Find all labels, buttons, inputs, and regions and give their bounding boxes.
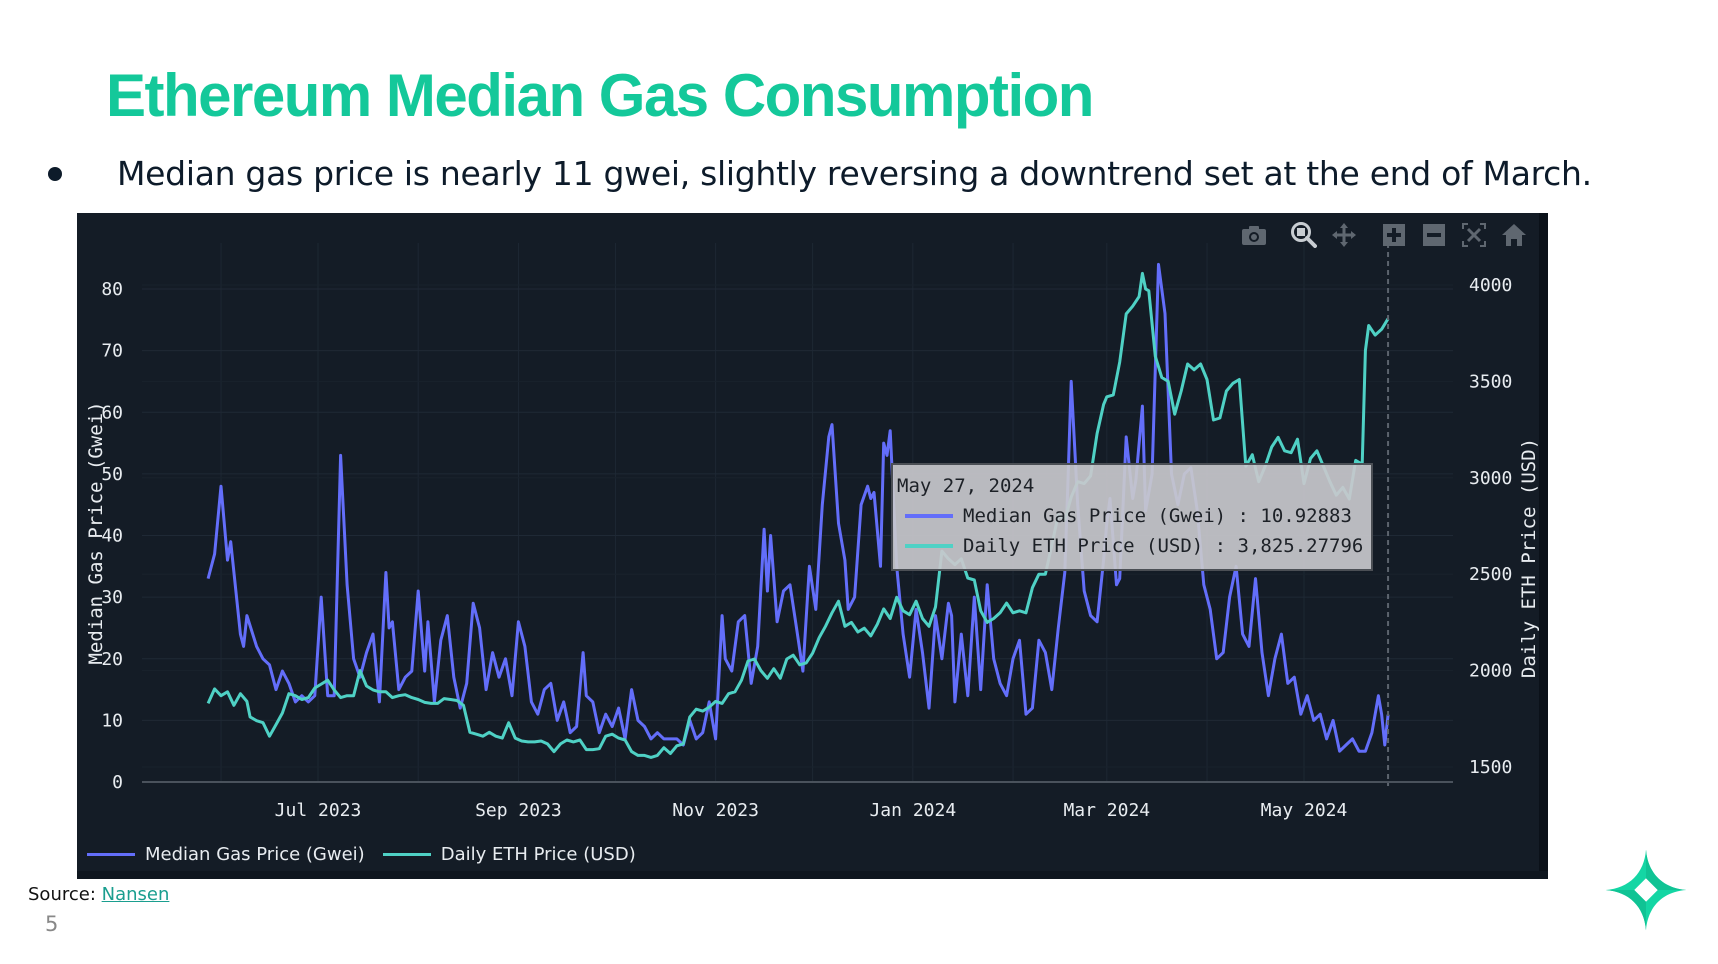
legend-eth-label: Daily ETH Price (USD) [440, 844, 636, 865]
y-right-tick-label: 2500 [1469, 564, 1512, 585]
x-tick-label: Sep 2023 [475, 800, 562, 821]
legend-gas-label: Median Gas Price (Gwei) [145, 844, 365, 865]
y-left-axis-title: Median Gas Price (Gwei) [85, 401, 107, 664]
y-left-tick-label: 30 [101, 587, 123, 608]
chart-panel: 0 10 20 30 40 50 60 70 80 1500 2000 2500 3000 3500 400… [77, 213, 1548, 879]
bullet-text: Median gas price is nearly 11 gwei, slig… [117, 154, 1592, 193]
y-right-tick-label: 2000 [1469, 661, 1512, 682]
source-citation: Source: Nansen [28, 884, 169, 905]
zoom-out-icon[interactable] [1414, 223, 1454, 247]
y-left-tick-label: 80 [101, 279, 123, 300]
bullet-dot-icon [48, 166, 62, 181]
panel-edge [1539, 213, 1548, 879]
brand-logo-icon [1605, 849, 1687, 931]
tooltip-gas-swatch [905, 514, 953, 518]
y-left-tick-label: 10 [101, 710, 123, 731]
y-left-tick-label: 0 [112, 772, 123, 793]
source-link[interactable]: Nansen [101, 884, 170, 905]
home-icon[interactable] [1494, 223, 1534, 247]
source-label: Source: [28, 884, 96, 905]
series-line-eth-price [206, 271, 1390, 759]
hover-tooltip: May 27, 2024 Median Gas Price (Gwei) : 1… [891, 463, 1374, 571]
panel-bottom-strip [77, 871, 1548, 879]
zoom-icon[interactable] [1284, 222, 1324, 248]
y-left-tick-label: 60 [101, 402, 123, 423]
legend-item-eth[interactable]: Daily ETH Price (USD) [382, 844, 636, 865]
x-tick-label: Jan 2024 [869, 800, 956, 821]
tooltip-eth-value: Daily ETH Price (USD) : 3,825.27796 [963, 535, 1364, 557]
x-tick-label: Mar 2024 [1063, 800, 1150, 821]
tooltip-row-eth: Daily ETH Price (USD) : 3,825.27796 [897, 531, 1363, 561]
y-left-tick-label: 50 [101, 464, 123, 485]
bullet-point: Median gas price is nearly 11 gwei, slig… [48, 154, 1592, 193]
tooltip-date: May 27, 2024 [897, 475, 1035, 497]
camera-icon[interactable] [1234, 223, 1274, 247]
legend-eth-swatch [382, 853, 431, 856]
page-number: 5 [45, 912, 59, 936]
x-tick-label: Jul 2023 [275, 800, 362, 821]
tooltip-gas-value: Median Gas Price (Gwei) : 10.92883 [963, 505, 1352, 527]
pan-icon[interactable] [1324, 223, 1364, 247]
chart-legend: Median Gas Price (Gwei) Daily ETH Price … [87, 844, 654, 865]
y-right-tick-label: 3000 [1469, 468, 1512, 489]
chart-svg[interactable]: 0 10 20 30 40 50 60 70 80 1500 2000 2500 3000 3500 400… [77, 213, 1548, 879]
y-right-tick-label: 4000 [1469, 275, 1512, 296]
chart-toolbar [1234, 222, 1534, 248]
y-left-tick-label: 20 [101, 649, 123, 670]
tooltip-row-gas: Median Gas Price (Gwei) : 10.92883 [897, 501, 1363, 531]
x-tick-label: Nov 2023 [672, 800, 759, 821]
legend-item-gas[interactable]: Median Gas Price (Gwei) [87, 844, 365, 865]
slide-title: Ethereum Median Gas Consumption [106, 62, 1094, 129]
y-right-tick-label: 3500 [1469, 371, 1512, 392]
y-left-tick-label: 70 [101, 341, 123, 362]
autoscale-icon[interactable] [1454, 223, 1494, 247]
y-left-tick-label: 40 [101, 526, 123, 547]
y-right-tick-label: 1500 [1469, 757, 1512, 778]
y-right-axis-title: Daily ETH Price (USD) [1518, 438, 1540, 678]
tooltip-eth-swatch [905, 544, 953, 548]
legend-gas-swatch [87, 853, 135, 856]
x-tick-label: May 2024 [1261, 800, 1348, 821]
zoom-in-icon[interactable] [1374, 223, 1414, 247]
